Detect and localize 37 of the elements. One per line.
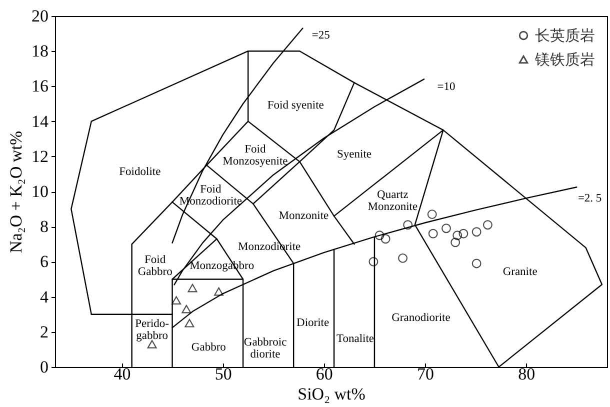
x-tick-label: 70 [417,364,434,384]
y-tick-label: 6 [40,252,48,272]
y-tick-label: 8 [40,217,48,236]
annotation: Gabbro [191,342,226,354]
y-tick-label: 14 [32,112,49,131]
x-tick-label: 60 [316,364,333,384]
annotation: Syenite [337,148,372,161]
x-tick-label: 40 [114,364,131,384]
annotation: Foid Monzosyenite [222,143,288,168]
annotation: Tonalite [336,332,374,345]
annotation: =2. 5 [578,192,602,205]
y-tick-label: 12 [32,146,48,166]
x-axis-title: SiO₂ wt% [298,384,366,404]
y-tick-label: 10 [32,182,48,201]
x-tick-label: 80 [518,364,536,384]
annotation: Foidolite [119,166,161,178]
annotation: =25 [312,29,330,42]
x-tick-label: 50 [214,364,232,384]
legend-label: 镁铁质岩 [534,50,595,68]
annotation: Foid Gabbro [138,254,173,278]
y-tick-label: 18 [32,42,48,61]
annotation: Diorite [296,317,330,330]
y-tick-label: 20 [32,6,48,26]
legend-label: 长英质岩 [535,26,595,44]
annotation: Granite [502,266,538,278]
annotation: Foid syenite [267,100,324,112]
y-axis-title: Na₂O + K₂O wt% [6,130,26,254]
y-tick-label: 2 [40,322,48,342]
annotation: Quartz Monzonite [368,189,418,214]
y-tick-label: 16 [32,76,48,96]
annotation: Granodiorite [392,312,450,324]
y-tick-label: 4 [40,287,49,306]
annotation: Monzonite [278,210,329,222]
annotation: Gabbroic diorite [244,336,287,360]
annotation: Perido- gabbro [135,318,170,342]
annotation: =10 [437,81,456,94]
y-tick-label: 0 [40,358,48,376]
